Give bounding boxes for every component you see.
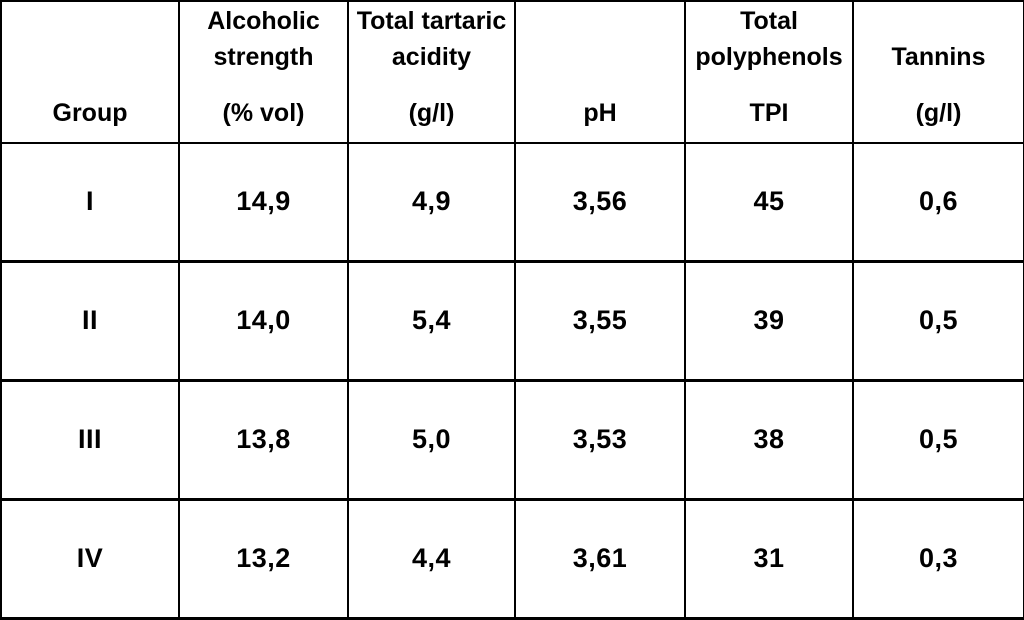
value-cell-ph: 3,56 [514, 141, 686, 262]
value-cell-ph: 3,55 [514, 259, 686, 381]
column-header-ph: pH [514, 0, 686, 144]
column-header-alcoholic-strength: Alcoholic strength (% vol) [178, 0, 349, 144]
header-row: Group Alcoholic strength (% vol) Total t… [0, 0, 1024, 144]
value-cell-tannins: 0,6 [852, 141, 1024, 262]
value-cell-polyphenols: 31 [684, 497, 854, 620]
value-cell-alcoholic-strength: 13,2 [178, 497, 349, 620]
column-unit: Group [52, 99, 128, 127]
table-row-group-2: II 14,0 5,4 3,55 39 0,5 [0, 259, 1024, 381]
value-cell-tartaric-acidity: 4,9 [347, 141, 516, 262]
column-header-tartaric-acidity: Total tartaric acidity (g/l) [347, 0, 516, 144]
table-header: Group Alcoholic strength (% vol) Total t… [0, 0, 1024, 144]
group-cell: III [0, 378, 180, 500]
value-cell-polyphenols: 45 [684, 141, 854, 262]
table-body: I 14,9 4,9 3,56 45 0,6 II 14,0 5,4 3,55 … [0, 141, 1024, 620]
column-unit: pH [583, 99, 617, 127]
value-cell-tartaric-acidity: 4,4 [347, 497, 516, 620]
column-title: Total tartaric acidity [356, 7, 507, 71]
column-title: Total polyphenols [695, 7, 843, 71]
column-title: Alcoholic strength [207, 7, 320, 71]
value-cell-alcoholic-strength: 14,0 [178, 259, 349, 381]
table-row-group-1: I 14,9 4,9 3,56 45 0,6 [0, 141, 1024, 262]
value-cell-polyphenols: 39 [684, 259, 854, 381]
column-header-group: Group [0, 0, 180, 144]
value-cell-tannins: 0,3 [852, 497, 1024, 620]
table-row-group-3: III 13,8 5,0 3,53 38 0,5 [0, 378, 1024, 500]
column-unit: (g/l) [915, 99, 962, 127]
value-cell-alcoholic-strength: 14,9 [178, 141, 349, 262]
table-row-group-4: IV 13,2 4,4 3,61 31 0,3 [0, 497, 1024, 620]
group-cell: IV [0, 497, 180, 620]
value-cell-tannins: 0,5 [852, 378, 1024, 500]
value-cell-alcoholic-strength: 13,8 [178, 378, 349, 500]
value-cell-tannins: 0,5 [852, 259, 1024, 381]
column-header-polyphenols: Total polyphenols TPI [684, 0, 854, 144]
value-cell-ph: 3,61 [514, 497, 686, 620]
group-cell: I [0, 141, 180, 262]
column-unit: (g/l) [408, 99, 455, 127]
value-cell-tartaric-acidity: 5,4 [347, 259, 516, 381]
column-unit: (% vol) [222, 99, 305, 127]
group-cell: II [0, 259, 180, 381]
column-title: Tannins [891, 42, 986, 71]
column-unit: TPI [749, 99, 789, 127]
column-header-tannins: Tannins (g/l) [852, 0, 1024, 144]
value-cell-polyphenols: 38 [684, 378, 854, 500]
value-cell-tartaric-acidity: 5,0 [347, 378, 516, 500]
value-cell-ph: 3,53 [514, 378, 686, 500]
